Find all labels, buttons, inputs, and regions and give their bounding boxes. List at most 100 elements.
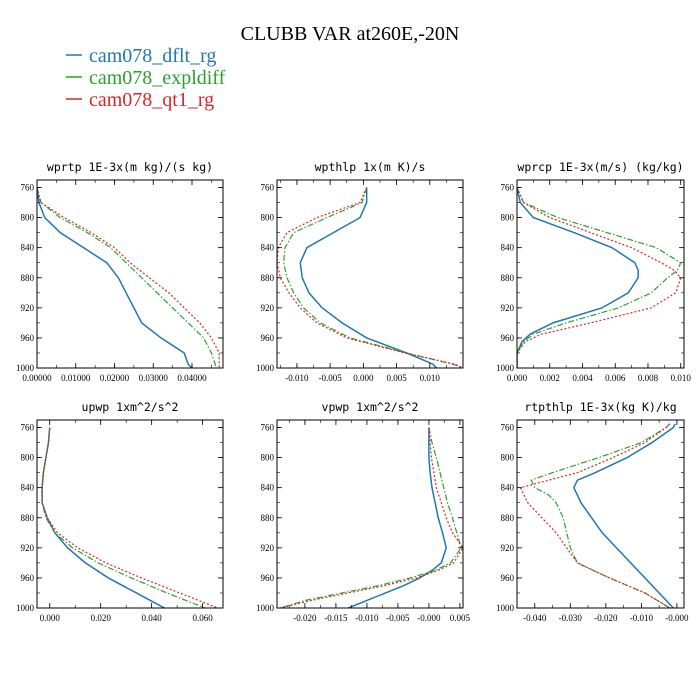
y-tick-label: 960 (261, 333, 275, 343)
legend: cam078_dflt_rgcam078_expldiffcam078_qt1_… (66, 45, 226, 111)
series-line (283, 187, 463, 368)
y-tick-label: 800 (261, 453, 275, 463)
figure-title: CLUBB VAR at260E,-20N (241, 23, 460, 45)
y-tick-label: 840 (501, 243, 515, 253)
x-tick-label: 0.000 (40, 613, 61, 623)
y-tick-label: 760 (501, 183, 515, 193)
y-tick-label: 760 (261, 423, 275, 433)
y-tick-label: 1000 (496, 603, 515, 613)
legend-label: cam078_expldiff (89, 67, 226, 89)
y-tick-label: 880 (261, 513, 275, 523)
x-tick-label: 0.03000 (139, 373, 169, 383)
x-tick-label: 0.006 (605, 373, 626, 383)
panel-title: rtpthlp 1E-3x(kg K)/kg (524, 400, 676, 414)
panel-title: wprtp 1E-3x(m kg)/(s kg) (47, 160, 213, 174)
series-line (530, 423, 671, 608)
y-tick-label: 960 (21, 573, 35, 583)
series-line (41, 427, 206, 608)
y-tick-label: 880 (501, 513, 515, 523)
x-tick-label: -0.005 (386, 613, 410, 623)
x-tick-label: 0.02000 (100, 373, 130, 383)
y-tick-label: 840 (261, 243, 275, 253)
y-tick-label: 760 (261, 183, 275, 193)
plot-frame (276, 419, 464, 609)
legend-label: cam078_qt1_rg (89, 89, 214, 111)
y-tick-label: 840 (21, 483, 35, 493)
y-tick-label: 800 (261, 213, 275, 223)
x-tick-label: 0.005 (386, 373, 407, 383)
chart-panel: rtpthlp 1E-3x(kg K)/kg 760 800 840 880 920 960… (496, 400, 689, 623)
x-tick-label: 0.010 (671, 373, 692, 383)
series-line (37, 187, 193, 368)
x-tick-label: -0.015 (324, 613, 348, 623)
plot-frame (516, 419, 685, 609)
series-line (348, 427, 448, 608)
panels: wprtp 1E-3x(m kg)/(s kg) 760 800 840 880 920 9… (16, 160, 691, 623)
series-line (37, 187, 220, 368)
series-line (279, 427, 463, 608)
x-tick-label: 0.008 (638, 373, 659, 383)
y-tick-label: 920 (21, 303, 35, 313)
series-line (573, 423, 676, 608)
x-tick-label: 0.004 (572, 373, 593, 383)
plot-frame (36, 419, 224, 609)
y-tick-label: 920 (261, 303, 275, 313)
x-tick-label: 0.060 (192, 613, 213, 623)
legend-entry: cam078_expldiff (66, 67, 226, 89)
x-tick-label: -0.040 (523, 613, 547, 623)
series-line (517, 187, 639, 368)
y-tick-label: 920 (21, 543, 35, 553)
y-tick-label: 1000 (16, 363, 35, 373)
x-tick-label: 0.040 (142, 613, 163, 623)
x-tick-label: 0.010 (420, 373, 441, 383)
series-line (517, 187, 682, 368)
x-tick-label: 0.000 (507, 373, 528, 383)
y-tick-label: 920 (501, 543, 515, 553)
panel-title: vpwp 1xm^2/s^2 (322, 400, 419, 414)
series-line (37, 187, 216, 368)
series-line (517, 187, 682, 368)
panel-title: wpthlp 1x(m K)/s (315, 160, 426, 174)
y-tick-label: 960 (501, 573, 515, 583)
y-tick-label: 960 (21, 333, 35, 343)
x-tick-label: -0.005 (319, 373, 343, 383)
y-tick-label: 1000 (256, 603, 275, 613)
y-tick-label: 840 (21, 243, 35, 253)
y-tick-label: 760 (501, 423, 515, 433)
series-line (277, 187, 463, 368)
x-tick-label: -0.010 (630, 613, 654, 623)
series-line (41, 427, 219, 608)
x-tick-label: 0.00000 (22, 373, 52, 383)
y-tick-label: 800 (501, 213, 515, 223)
panel-title: wprcp 1E-3x(m/s) (kg/kg) (517, 160, 683, 174)
y-tick-label: 880 (21, 273, 35, 283)
y-tick-label: 800 (21, 453, 35, 463)
y-tick-label: 1000 (256, 363, 275, 373)
x-tick-label: 0.01000 (61, 373, 91, 383)
y-tick-label: 880 (501, 273, 515, 283)
y-tick-label: 1000 (16, 603, 35, 613)
y-tick-label: 960 (501, 333, 515, 343)
x-tick-label: 0.005 (450, 613, 471, 623)
y-tick-label: 960 (261, 573, 275, 583)
y-tick-label: 880 (261, 273, 275, 283)
y-tick-label: 760 (21, 423, 35, 433)
x-tick-label: -0.010 (355, 613, 379, 623)
x-tick-label: -0.030 (559, 613, 583, 623)
y-tick-label: 880 (21, 513, 35, 523)
y-tick-label: 840 (261, 483, 275, 493)
plot-frame (276, 179, 464, 369)
legend-entry: cam078_qt1_rg (66, 89, 214, 111)
plot-frame (36, 179, 224, 369)
series-line (41, 427, 165, 608)
chart-panel: wprcp 1E-3x(m/s) (kg/kg)760 800 840 880 920 9… (496, 160, 691, 383)
chart-panel: upwp 1xm^2/s^2 760 800 840 880 920 960 1000 0.00… (16, 400, 224, 623)
series-line (279, 427, 462, 608)
y-tick-label: 920 (261, 543, 275, 553)
x-tick-label: -0.000 (417, 613, 441, 623)
y-tick-label: 920 (501, 303, 515, 313)
y-tick-label: 800 (501, 453, 515, 463)
y-tick-label: 800 (21, 213, 35, 223)
x-tick-label: -0.020 (594, 613, 618, 623)
